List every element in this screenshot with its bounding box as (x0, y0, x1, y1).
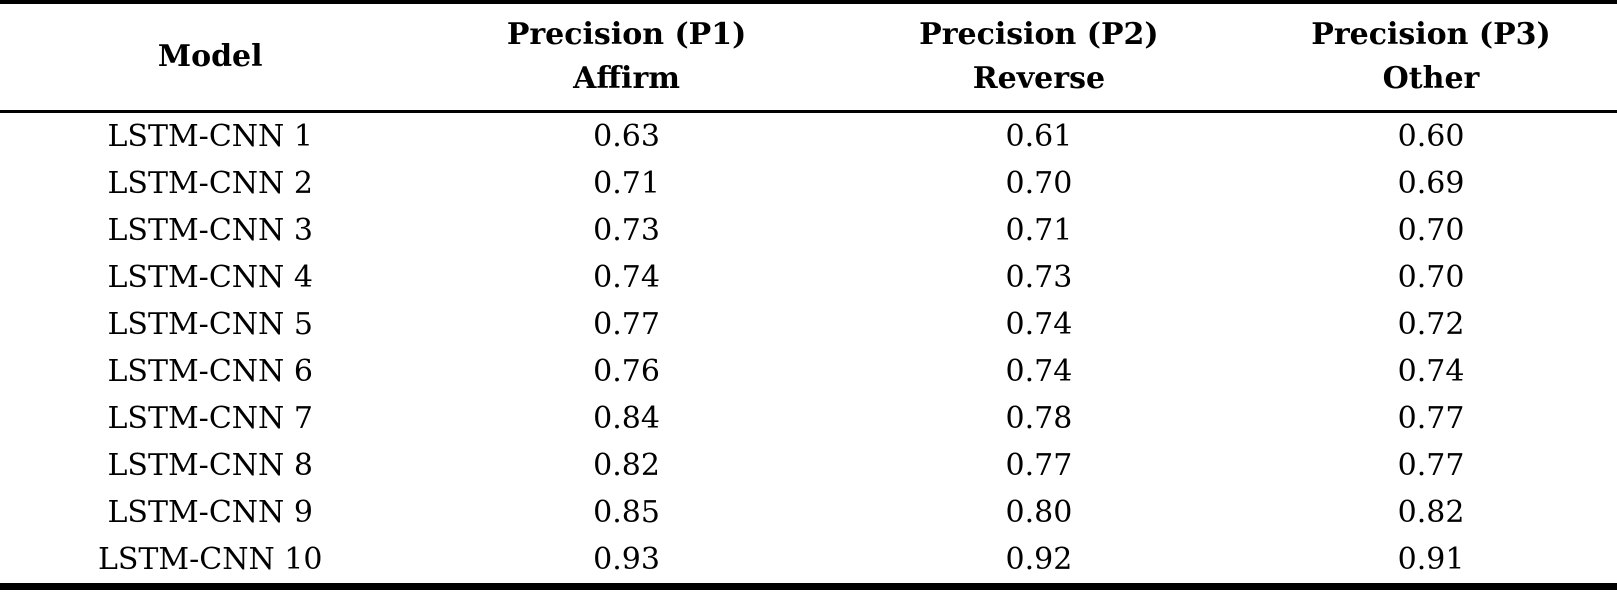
header-line: Affirm (573, 61, 680, 96)
header-line: Model (157, 39, 263, 74)
p1-value-cell: 0.77 (593, 307, 660, 342)
p3-value-cell: 0.77 (1397, 401, 1465, 436)
column-header-model: Model (0, 4, 420, 110)
table-bottom-rule (0, 583, 1617, 590)
table-row: LSTM-CNN 7 0.84 0.78 0.77 (0, 395, 1617, 442)
model-cell: LSTM-CNN 4 (107, 260, 313, 295)
model-cell: LSTM-CNN 2 (107, 166, 313, 201)
model-cell: LSTM-CNN 9 (107, 495, 313, 530)
table-header-row: Model Precision (P1) Affirm Precision (P… (0, 4, 1617, 110)
model-cell: LSTM-CNN 8 (107, 448, 313, 483)
p2-value-cell: 0.61 (1005, 119, 1073, 154)
model-cell: LSTM-CNN 10 (97, 542, 323, 577)
table-row: LSTM-CNN 5 0.77 0.74 0.72 (0, 301, 1617, 348)
p2-value-cell: 0.74 (1005, 354, 1073, 389)
p1-value-cell: 0.63 (593, 119, 660, 154)
header-line: Precision (P1) (506, 17, 747, 52)
table-row: LSTM-CNN 6 0.76 0.74 0.74 (0, 348, 1617, 395)
column-header-precision-p2: Precision (P2) Reverse (833, 4, 1245, 110)
p3-value-cell: 0.91 (1397, 542, 1465, 577)
table-row: LSTM-CNN 9 0.85 0.80 0.82 (0, 489, 1617, 536)
p2-value-cell: 0.92 (1005, 542, 1073, 577)
p2-value-cell: 0.71 (1005, 213, 1073, 248)
p2-value-cell: 0.77 (1005, 448, 1073, 483)
header-line: Reverse (972, 61, 1106, 96)
p2-value-cell: 0.73 (1005, 260, 1073, 295)
p1-value-cell: 0.85 (593, 495, 660, 530)
table-row: LSTM-CNN 10 0.93 0.92 0.91 (0, 536, 1617, 583)
p3-value-cell: 0.70 (1397, 260, 1465, 295)
table-top-rule (0, 0, 1617, 4)
model-cell: LSTM-CNN 7 (107, 401, 313, 436)
model-cell: LSTM-CNN 1 (107, 119, 313, 154)
table-row: LSTM-CNN 4 0.74 0.73 0.70 (0, 254, 1617, 301)
table-header-rule (0, 110, 1617, 113)
p1-value-cell: 0.76 (593, 354, 660, 389)
p1-value-cell: 0.82 (593, 448, 660, 483)
column-header-precision-p1: Precision (P1) Affirm (420, 4, 832, 110)
table-row: LSTM-CNN 3 0.73 0.71 0.70 (0, 207, 1617, 254)
p1-value-cell: 0.71 (593, 166, 660, 201)
p3-value-cell: 0.69 (1397, 166, 1465, 201)
p3-value-cell: 0.74 (1397, 354, 1465, 389)
table-body: LSTM-CNN 1 0.63 0.61 0.60 LSTM-CNN 2 0.7… (0, 113, 1617, 583)
p3-value-cell: 0.60 (1397, 119, 1465, 154)
model-cell: LSTM-CNN 3 (107, 213, 313, 248)
p1-value-cell: 0.73 (593, 213, 660, 248)
p2-value-cell: 0.78 (1005, 401, 1073, 436)
header-line: Precision (P3) (1311, 17, 1551, 52)
column-header-precision-p3: Precision (P3) Other (1245, 4, 1617, 110)
p1-value-cell: 0.84 (593, 401, 660, 436)
table-row: LSTM-CNN 8 0.82 0.77 0.77 (0, 442, 1617, 489)
p2-value-cell: 0.74 (1005, 307, 1073, 342)
header-line: Other (1382, 61, 1480, 96)
p3-value-cell: 0.82 (1397, 495, 1465, 530)
p3-value-cell: 0.77 (1397, 448, 1465, 483)
p2-value-cell: 0.80 (1005, 495, 1073, 530)
model-cell: LSTM-CNN 5 (107, 307, 313, 342)
p3-value-cell: 0.72 (1397, 307, 1465, 342)
model-cell: LSTM-CNN 6 (107, 354, 313, 389)
p1-value-cell: 0.74 (593, 260, 660, 295)
table-row: LSTM-CNN 1 0.63 0.61 0.60 (0, 113, 1617, 160)
table-row: LSTM-CNN 2 0.71 0.70 0.69 (0, 160, 1617, 207)
p1-value-cell: 0.93 (593, 542, 660, 577)
header-line: Precision (P2) (919, 17, 1159, 52)
p2-value-cell: 0.70 (1005, 166, 1073, 201)
p3-value-cell: 0.70 (1397, 213, 1465, 248)
